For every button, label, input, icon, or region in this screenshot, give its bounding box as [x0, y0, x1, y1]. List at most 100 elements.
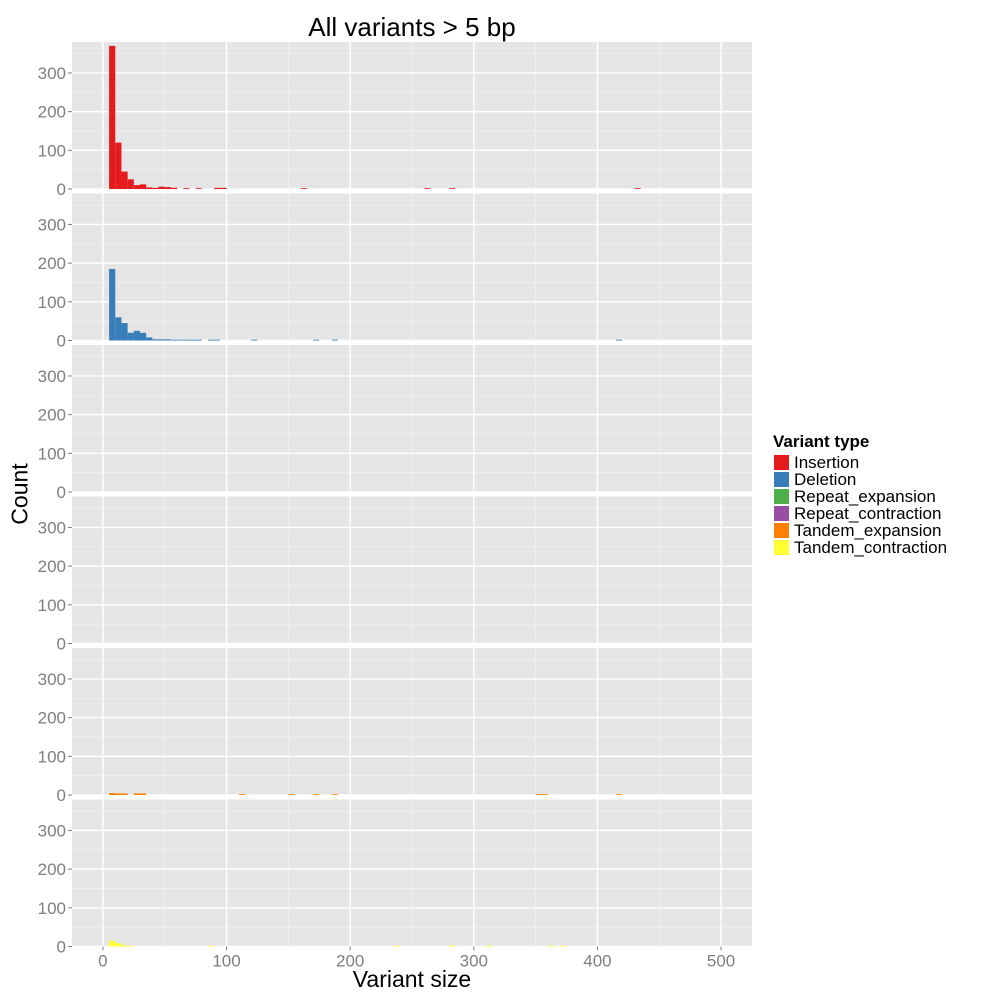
y-tick-label: 0 [57, 180, 66, 199]
legend: Variant type Insertion Deletion Repeat_e… [773, 432, 947, 556]
y-tick-label: 300 [38, 821, 66, 840]
histogram-bar-insertion [127, 179, 134, 189]
histogram-bar-deletion [214, 339, 221, 341]
y-tick-label: 200 [38, 254, 66, 273]
legend-key-insertion [773, 454, 790, 471]
x-tick-label: 400 [583, 952, 611, 971]
histogram-bar-insertion [449, 188, 456, 190]
histogram-bar-tandem-expansion [121, 793, 128, 795]
legend-item-deletion: Deletion [773, 471, 947, 488]
histogram-bar-insertion [158, 186, 165, 189]
histogram-bar-tandem-expansion [616, 794, 623, 796]
legend-key-repeat-expansion [773, 488, 790, 505]
legend-item-repeat-expansion: Repeat_expansion [773, 488, 947, 505]
histogram-bar-deletion [331, 339, 338, 341]
y-tick-label: 200 [38, 860, 66, 879]
histogram-bar-deletion [109, 268, 116, 341]
histogram-bar-deletion [251, 339, 258, 341]
histogram-bar-deletion [164, 339, 171, 341]
histogram-bar-tandem-expansion [140, 793, 147, 795]
y-tick-label: 100 [38, 444, 66, 463]
legend-key-deletion [773, 471, 790, 488]
histogram-bar-deletion [158, 339, 165, 341]
histogram-bar-insertion [115, 142, 122, 189]
y-tick-label: 300 [38, 64, 66, 83]
x-tick-label: 0 [98, 952, 107, 971]
histogram-bar-tandem-contraction [486, 945, 493, 947]
histogram-bar-insertion [109, 45, 116, 189]
x-tick-label: 300 [460, 952, 488, 971]
histogram-bar-tandem-contraction [393, 945, 400, 947]
histogram-bar-deletion [121, 323, 128, 341]
legend-label: Repeat_expansion [794, 487, 936, 506]
histogram-bar-tandem-contraction [127, 945, 134, 947]
y-tick-label: 100 [38, 899, 66, 918]
histogram-bar-insertion [152, 187, 159, 189]
histogram-bar-deletion [146, 337, 153, 341]
legend-label: Deletion [794, 470, 857, 489]
histogram-bar-deletion [127, 332, 134, 341]
legend-key-tandem-contraction [773, 539, 790, 556]
y-tick-label: 0 [57, 483, 66, 502]
histogram-bar-deletion [189, 339, 196, 341]
histogram-bar-insertion [170, 187, 178, 189]
histogram-bar-deletion [115, 317, 122, 341]
histogram-bar-insertion [140, 184, 147, 189]
histogram-bar-deletion [177, 339, 184, 341]
histogram-bar-tandem-expansion [331, 794, 338, 796]
histogram-bar-tandem-expansion [541, 794, 548, 796]
histogram-bar-tandem-contraction [121, 945, 128, 947]
legend-key-repeat-contraction [773, 505, 790, 522]
histogram-bar-tandem-contraction [560, 945, 567, 947]
histogram-bar-tandem-expansion [238, 794, 246, 796]
histogram-bar-deletion [616, 339, 623, 341]
legend-title: Variant type [773, 432, 870, 451]
legend-item-repeat-contraction: Repeat_contraction [773, 505, 947, 522]
histogram-bar-tandem-contraction [208, 945, 215, 947]
histogram-bar-deletion [208, 339, 215, 341]
legend-item-tandem-expansion: Tandem_expansion [773, 522, 947, 539]
y-tick-label: 200 [38, 709, 66, 728]
histogram-bar-deletion [170, 339, 178, 341]
x-tick-label: 500 [707, 952, 735, 971]
histogram-bar-tandem-contraction [548, 945, 555, 947]
y-tick-label: 100 [38, 747, 66, 766]
x-tick-label: 100 [212, 952, 240, 971]
histogram-bar-tandem-expansion [313, 794, 320, 796]
histogram-bar-tandem-expansion [535, 794, 542, 796]
histogram-bar-tandem-expansion [109, 793, 116, 795]
legend-label: Tandem_contraction [794, 538, 948, 557]
histogram-bar-tandem-expansion [115, 793, 122, 795]
histogram-bar-insertion [121, 171, 128, 189]
legend-item-insertion: Insertion [773, 454, 947, 471]
y-tick-label: 300 [38, 367, 66, 386]
y-tick-label: 300 [38, 215, 66, 234]
y-tick-label: 0 [57, 786, 66, 805]
y-tick-label: 0 [57, 635, 66, 654]
y-tick-label: 300 [38, 518, 66, 537]
y-axis-label: Count [6, 463, 33, 525]
y-tick-label: 100 [38, 293, 66, 312]
x-tick-label: 200 [336, 952, 364, 971]
legend-label: Repeat_contraction [794, 504, 942, 523]
histogram-bar-deletion [183, 339, 190, 341]
y-tick-label: 200 [38, 103, 66, 122]
histogram-bar-insertion [183, 188, 190, 190]
histogram-bar-insertion [133, 185, 140, 189]
histogram-bar-insertion [146, 187, 153, 189]
histogram-bar-insertion [220, 187, 227, 189]
histogram-bar-insertion [195, 188, 202, 190]
histogram-bar-insertion [214, 187, 221, 189]
chart-title: All variants > 5 bp [308, 12, 516, 42]
histogram-bar-tandem-expansion [133, 793, 140, 795]
legend-item-tandem-contraction: Tandem_contraction [773, 539, 947, 556]
histogram-bar-tandem-contraction [115, 943, 122, 947]
histogram-bar-deletion [152, 339, 159, 341]
y-tick-label: 200 [38, 557, 66, 576]
histogram-bar-tandem-contraction [449, 945, 456, 947]
y-tick-label: 0 [57, 332, 66, 351]
legend-key-tandem-expansion [773, 522, 790, 539]
legend-label: Insertion [794, 453, 860, 472]
histogram-bar-deletion [195, 339, 202, 341]
